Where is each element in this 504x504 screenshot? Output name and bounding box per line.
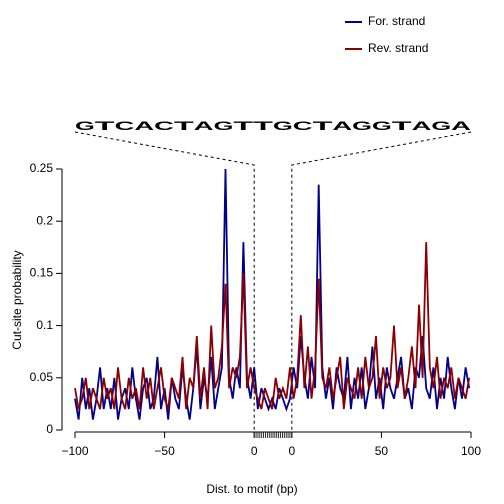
y-tick-label: 0.15 — [30, 266, 54, 280]
logo-letter: C — [293, 119, 314, 133]
y-tick-label: 0.05 — [30, 370, 54, 384]
legend-label: For. strand — [368, 14, 425, 28]
logo-letter: T — [174, 119, 196, 133]
series-line — [74, 168, 471, 420]
x-tick-label: 50 — [375, 444, 389, 458]
y-tick-label: 0 — [46, 422, 53, 436]
x-tick-label: 0 — [288, 444, 295, 458]
logo-letter: C — [115, 119, 136, 133]
y-tick-label: 0.2 — [36, 213, 53, 227]
logo-letter: T — [95, 119, 117, 133]
logo-letter: G — [273, 119, 293, 133]
logo-letter: G — [372, 119, 392, 133]
logo-letter: A — [332, 119, 353, 133]
logo-connector — [291, 131, 472, 430]
y-axis-title: Cut-site probability — [10, 250, 24, 349]
x-tick-label: 100 — [461, 444, 481, 458]
y-tick-label: 0.25 — [30, 161, 54, 175]
logo-letter: G — [352, 119, 372, 133]
x-tick-label: 0 — [251, 444, 258, 458]
x-tick-label: −50 — [154, 444, 175, 458]
logo-letter: T — [313, 119, 335, 133]
logo-letter: A — [412, 119, 433, 133]
logo-letter: G — [75, 119, 95, 133]
logo-letter: G — [431, 119, 451, 133]
logo-letter: A — [194, 119, 215, 133]
x-axis-title: Dist. to motif (bp) — [206, 482, 297, 496]
logo-connector — [74, 131, 255, 430]
logo-letter: A — [451, 119, 472, 133]
logo-letter: T — [233, 119, 255, 133]
logo-letter: C — [154, 119, 175, 133]
logo-letter: T — [253, 119, 275, 133]
series-line — [74, 242, 471, 410]
legend-label: Rev. strand — [368, 41, 428, 55]
logo-letter: T — [392, 119, 414, 133]
logo-letter: A — [134, 119, 155, 133]
x-tick-label: −100 — [61, 444, 88, 458]
logo-letter: G — [214, 119, 234, 133]
y-tick-label: 0.1 — [36, 318, 53, 332]
